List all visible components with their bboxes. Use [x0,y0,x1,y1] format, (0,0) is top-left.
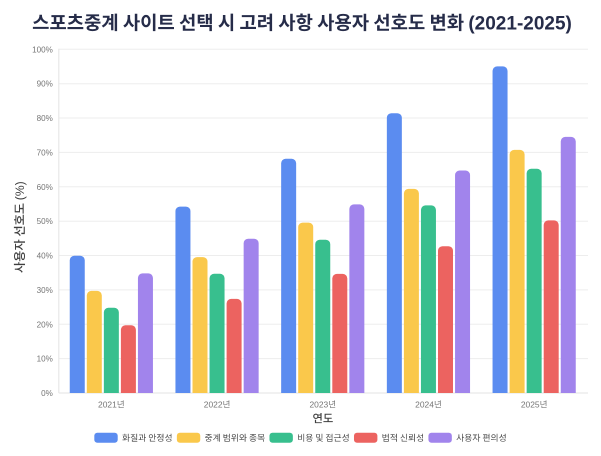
svg-text:10%: 10% [37,355,53,364]
svg-text:20%: 20% [37,320,53,329]
svg-text:100%: 100% [32,45,53,54]
svg-text:2021: 2021 [98,399,117,409]
svg-text:80%: 80% [37,114,53,123]
svg-text:2024: 2024 [415,399,434,409]
svg-text:70%: 70% [37,148,53,157]
svg-text:2022: 2022 [204,399,223,409]
svg-text:90%: 90% [37,80,53,89]
svg-text:2023: 2023 [309,399,328,409]
svg-text:40%: 40% [37,252,53,261]
svg-text:(2021-2025): (2021-2025) [468,13,572,34]
svg-text:30%: 30% [37,286,53,295]
svg-text:0%: 0% [41,389,53,398]
svg-text:50%: 50% [37,217,53,226]
svg-text:(%): (%) [13,181,27,200]
svg-text:2025: 2025 [521,399,540,409]
svg-text:60%: 60% [37,183,53,192]
